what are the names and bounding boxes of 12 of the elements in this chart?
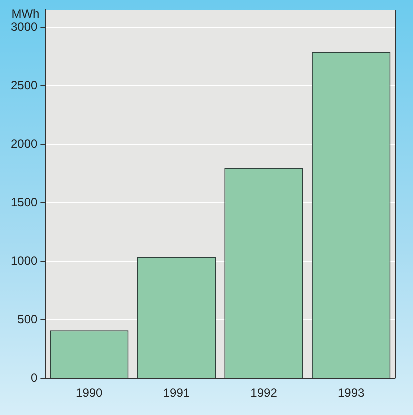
x-tick-label: 1992 xyxy=(250,386,278,400)
x-tick-label: 1991 xyxy=(163,386,190,400)
y-tick-label: 2500 xyxy=(10,78,38,93)
y-tick-label: 1000 xyxy=(10,254,38,268)
y-tick-label: 500 xyxy=(18,312,38,326)
y-tick-label: 2000 xyxy=(10,137,38,152)
y-tick-label: 1500 xyxy=(10,195,38,210)
y-tick-label: 0 xyxy=(31,370,38,385)
y-tick-label: 3000 xyxy=(10,20,38,34)
x-tick-label: 1993 xyxy=(338,386,366,400)
y-axis-title: MWh xyxy=(12,7,40,22)
x-tick-label: 1990 xyxy=(76,386,104,400)
